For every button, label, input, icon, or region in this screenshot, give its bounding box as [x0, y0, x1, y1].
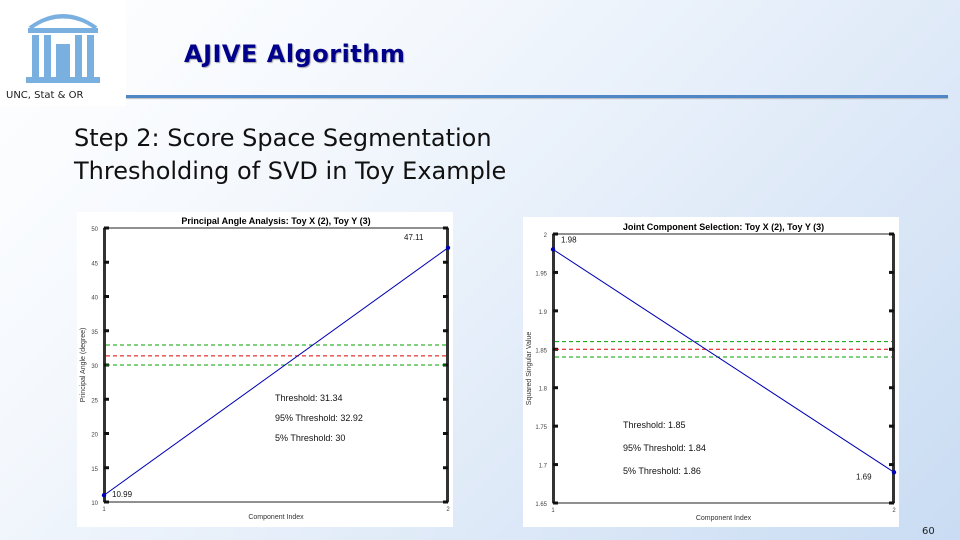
data-label: 47.11	[404, 233, 424, 242]
threshold-annotation: 5% Threshold: 1.86	[623, 466, 701, 476]
series-line	[552, 248, 895, 473]
subtitle-line-2: Thresholding of SVD in Toy Example	[74, 157, 507, 185]
y-axis-label: Principal Angle (degree)	[80, 328, 87, 403]
threshold-annotation: Threshold: 1.85	[623, 420, 686, 430]
y-tick-label: 20	[91, 433, 98, 439]
logo-panel: UNC, Stat & OR	[0, 0, 126, 106]
data-label: 10.99	[112, 490, 133, 499]
y-tick-label: 15	[91, 467, 98, 473]
y-tick-label: 2	[544, 233, 548, 239]
series-line	[103, 247, 449, 496]
x-axis-label: Component Index	[248, 514, 304, 521]
subtitle-line-1: Step 2: Score Space Segmentation	[74, 124, 492, 152]
x-axis-label: Component Index	[696, 515, 752, 522]
data-point	[101, 493, 107, 498]
principal-angle-chart: Principal Angle Analysis: Toy X (2), Toy…	[77, 212, 453, 527]
y-tick-label: 1.7	[539, 464, 548, 470]
threshold-annotation: 5% Threshold: 30	[275, 433, 345, 443]
x-tick-label: 2	[446, 507, 450, 513]
header-divider	[126, 95, 948, 98]
chart-title: Principal Angle Analysis: Toy X (2), Toy…	[181, 216, 370, 226]
y-tick-label: 45	[91, 261, 98, 267]
slide-subtitle: Step 2: Score Space Segmentation Thresho…	[74, 122, 506, 188]
y-tick-label: 10	[91, 501, 98, 507]
y-axis-label: Squared Singular Value	[526, 332, 533, 406]
y-tick-label: 1.95	[535, 271, 547, 277]
joint-component-chart-svg: Joint Component Selection: Toy X (2), To…	[526, 222, 897, 522]
data-label: 1.98	[561, 235, 577, 244]
joint-component-chart: Joint Component Selection: Toy X (2), To…	[523, 217, 899, 527]
data-point	[891, 470, 897, 475]
principal-angle-chart-svg: Principal Angle Analysis: Toy X (2), Toy…	[80, 216, 451, 521]
y-tick-label: 1.9	[539, 310, 548, 316]
organization-label: UNC, Stat & OR	[6, 90, 84, 101]
y-axis-left	[552, 234, 555, 503]
threshold-annotation: Threshold: 31.34	[275, 393, 343, 403]
old-well-logo-icon	[26, 14, 100, 83]
y-tick-label: 1.65	[535, 502, 547, 508]
y-tick-label: 1.85	[535, 348, 547, 354]
y-tick-label: 50	[91, 227, 98, 233]
x-tick-label: 1	[102, 507, 106, 513]
slide-title: AJIVE Algorithm	[184, 40, 406, 68]
y-axis-right	[892, 234, 895, 503]
data-point	[445, 245, 451, 250]
data-point	[550, 247, 556, 252]
plot-frame	[552, 233, 895, 504]
threshold-annotation: 95% Threshold: 32.92	[275, 413, 363, 423]
threshold-annotation: 95% Threshold: 1.84	[623, 443, 706, 453]
data-label: 1.69	[856, 472, 872, 481]
y-tick-label: 1.75	[535, 425, 547, 431]
chart-title: Joint Component Selection: Toy X (2), To…	[623, 222, 824, 232]
y-tick-label: 40	[91, 296, 98, 302]
y-tick-label: 35	[91, 330, 98, 336]
x-tick-label: 1	[551, 508, 555, 514]
y-tick-label: 25	[91, 398, 98, 404]
x-tick-label: 2	[892, 508, 896, 514]
y-tick-label: 1.8	[539, 387, 548, 393]
page-number: 60	[922, 526, 935, 537]
y-tick-label: 30	[91, 364, 98, 370]
